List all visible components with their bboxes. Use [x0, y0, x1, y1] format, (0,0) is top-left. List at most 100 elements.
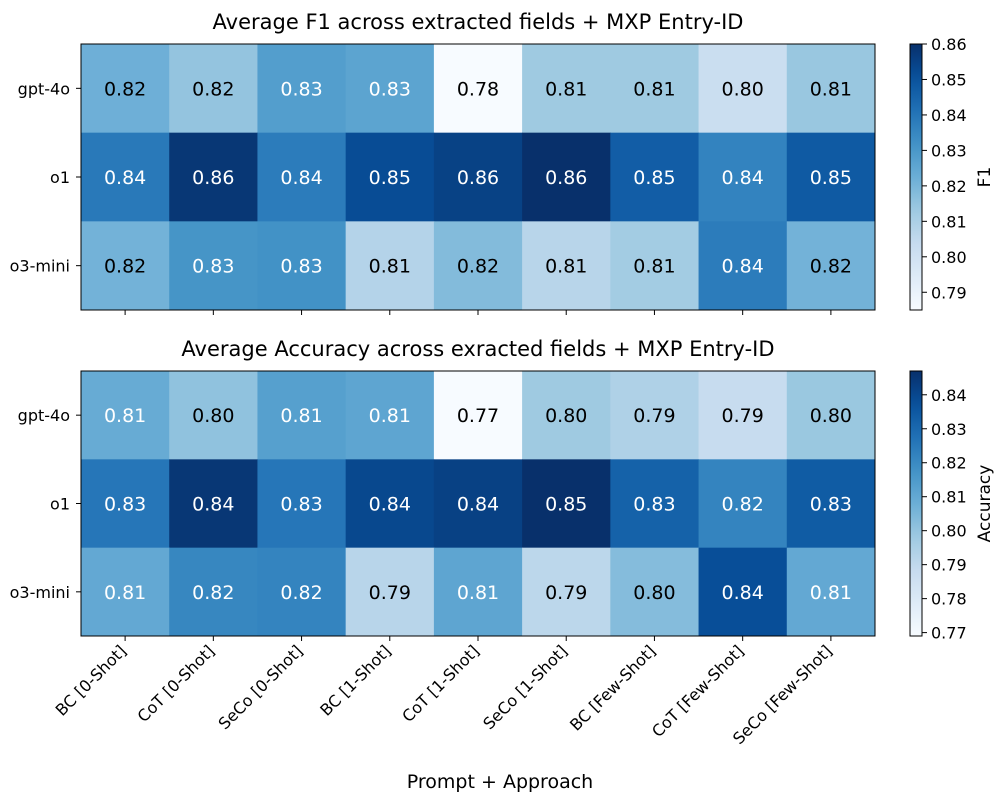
f1-colorbar-tick-label: 0.79 — [931, 283, 967, 302]
accuracy-cell-label: 0.77 — [457, 405, 499, 427]
f1-cell-label: 0.84 — [722, 167, 764, 189]
accuracy-colorbar-tick-label: 0.82 — [931, 454, 967, 473]
column-label-cot-1-shot: CoT [1-Shot] — [398, 641, 483, 726]
accuracy-cell-label: 0.81 — [104, 405, 146, 427]
accuracy-cell-o1-bc-1-shot — [345, 459, 435, 549]
accuracy-cell-label: 0.80 — [545, 405, 587, 427]
accuracy-cell-o3-mini-seco-0-shot — [257, 547, 347, 637]
f1-cell-gpt-4o-cot-1-shot — [433, 44, 523, 134]
accuracy-cell-o3-mini-cot-1-shot — [433, 547, 523, 637]
accuracy-colorbar-tick-label: 0.77 — [931, 624, 967, 643]
f1-colorbar — [909, 43, 923, 311]
f1-chart-title: Average F1 across extracted fields + MXP… — [213, 10, 744, 34]
accuracy-cell-o1-cot-few-shot — [698, 459, 788, 549]
f1-cell-label: 0.81 — [545, 256, 587, 278]
accuracy-cell-label: 0.81 — [457, 582, 499, 604]
f1-cell-label: 0.83 — [369, 78, 411, 100]
accuracy-cell-label: 0.85 — [545, 494, 587, 516]
f1-cell-gpt-4o-cot-few-shot — [698, 44, 788, 134]
f1-cell-o1-cot-few-shot — [698, 132, 788, 222]
f1-cell-label: 0.81 — [369, 256, 411, 278]
accuracy-cell-label: 0.83 — [280, 494, 322, 516]
f1-cell-label: 0.86 — [545, 167, 587, 189]
f1-cell-label: 0.81 — [545, 78, 587, 100]
column-label-bc-0-shot: BC [0-Shot] — [52, 641, 130, 719]
x-axis-label: Prompt + Approach — [407, 771, 593, 793]
f1-cell-o3-mini-cot-1-shot — [433, 221, 523, 311]
accuracy-cell-o3-mini-seco-few-shot — [786, 547, 876, 637]
accuracy-cell-label: 0.84 — [192, 494, 234, 516]
f1-cell-o3-mini-bc-few-shot — [610, 221, 700, 311]
f1-cell-label: 0.82 — [457, 256, 499, 278]
accuracy-colorbar-tick-label: 0.80 — [931, 522, 967, 541]
accuracy-cell-label: 0.83 — [810, 494, 852, 516]
f1-cell-label: 0.83 — [280, 256, 322, 278]
f1-colorbar-tick-label: 0.83 — [931, 141, 967, 160]
f1-cell-label: 0.81 — [633, 256, 675, 278]
f1-cell-label: 0.78 — [457, 78, 499, 100]
accuracy-cell-o3-mini-bc-few-shot — [610, 547, 700, 637]
f1-cell-o1-seco-1-shot — [522, 132, 611, 222]
f1-cell-o3-mini-seco-1-shot — [522, 221, 611, 311]
accuracy-cell-label: 0.81 — [810, 582, 852, 604]
accuracy-cell-label: 0.84 — [722, 582, 764, 604]
column-label-cot-few-shot: CoT [Few-Shot] — [648, 641, 747, 740]
f1-cell-label: 0.85 — [633, 167, 675, 189]
f1-cell-o1-cot-1-shot — [433, 132, 523, 222]
f1-cell-o1-seco-few-shot — [786, 132, 876, 222]
f1-cell-gpt-4o-seco-few-shot — [786, 44, 876, 134]
f1-cell-label: 0.83 — [280, 78, 322, 100]
f1-cell-gpt-4o-bc-few-shot — [610, 44, 700, 134]
column-label-seco-0-shot: SeCo [0-Shot] — [215, 641, 307, 733]
f1-cell-label: 0.86 — [457, 167, 499, 189]
f1-cell-o1-bc-1-shot — [345, 132, 435, 222]
f1-cell-gpt-4o-bc-0-shot — [81, 44, 170, 134]
accuracy-cell-o3-mini-cot-0-shot — [169, 547, 258, 637]
accuracy-cell-o1-bc-few-shot — [610, 459, 700, 549]
accuracy-cell-o1-seco-0-shot — [257, 459, 347, 549]
accuracy-cell-label: 0.81 — [369, 405, 411, 427]
f1-row-label-o1: o1 — [50, 168, 70, 187]
accuracy-cell-label: 0.83 — [104, 494, 146, 516]
accuracy-cell-o1-cot-1-shot — [433, 459, 523, 549]
accuracy-colorbar-tick-label: 0.79 — [931, 556, 967, 575]
accuracy-cell-gpt-4o-bc-few-shot — [610, 371, 700, 460]
accuracy-cell-o1-seco-few-shot — [786, 459, 876, 549]
f1-cell-o1-seco-0-shot — [257, 132, 347, 222]
accuracy-cell-o1-bc-0-shot — [81, 459, 170, 549]
f1-cell-label: 0.81 — [810, 78, 852, 100]
f1-colorbar-tick-label: 0.84 — [931, 106, 967, 125]
f1-cell-label: 0.82 — [192, 78, 234, 100]
accuracy-cell-label: 0.84 — [369, 494, 411, 516]
column-label-cot-0-shot: CoT [0-Shot] — [134, 641, 219, 726]
accuracy-cell-label: 0.80 — [810, 405, 852, 427]
accuracy-cell-o3-mini-cot-few-shot — [698, 547, 788, 637]
f1-cell-gpt-4o-seco-1-shot — [522, 44, 611, 134]
f1-cell-gpt-4o-bc-1-shot — [345, 44, 435, 134]
accuracy-cell-label: 0.83 — [633, 494, 675, 516]
accuracy-cell-o1-cot-0-shot — [169, 459, 258, 549]
f1-cell-o3-mini-bc-1-shot — [345, 221, 435, 311]
f1-colorbar-tick-label: 0.86 — [931, 35, 967, 54]
accuracy-row-label-gpt-4o: gpt-4o — [18, 406, 70, 425]
f1-cell-label: 0.86 — [192, 167, 234, 189]
f1-cell-label: 0.84 — [280, 167, 322, 189]
accuracy-cell-gpt-4o-seco-0-shot — [257, 371, 347, 460]
f1-cell-o1-cot-0-shot — [169, 132, 258, 222]
f1-cell-label: 0.83 — [192, 256, 234, 278]
f1-cell-label: 0.82 — [104, 78, 146, 100]
accuracy-cell-gpt-4o-seco-few-shot — [786, 371, 876, 460]
accuracy-cell-label: 0.79 — [722, 405, 764, 427]
f1-heatmap-panel: Average F1 across extracted fields + MXP… — [10, 10, 995, 315]
accuracy-colorbar — [909, 370, 923, 637]
column-label-seco-few-shot: SeCo [Few-Shot] — [729, 641, 836, 748]
f1-cell-label: 0.84 — [722, 256, 764, 278]
accuracy-cell-label: 0.82 — [722, 494, 764, 516]
f1-cell-label: 0.82 — [104, 256, 146, 278]
accuracy-heatmap-panel: Average Accuracy across exracted fields … — [10, 337, 995, 748]
accuracy-cell-gpt-4o-bc-0-shot — [81, 371, 170, 460]
accuracy-cell-label: 0.81 — [104, 582, 146, 604]
f1-cell-o3-mini-cot-few-shot — [698, 221, 788, 311]
column-label-bc-1-shot: BC [1-Shot] — [316, 641, 394, 719]
accuracy-colorbar-tick-label: 0.83 — [931, 420, 967, 439]
